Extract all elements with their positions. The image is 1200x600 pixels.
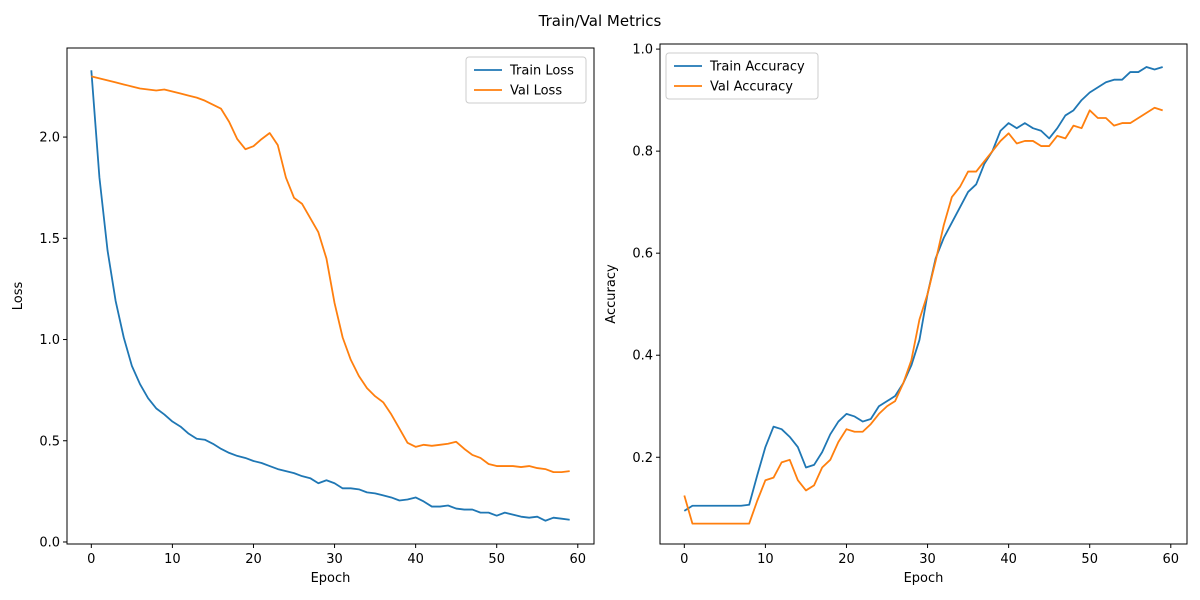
legend-box <box>465 56 587 104</box>
legend-label: Val Loss <box>510 84 562 99</box>
series-line-train-accuracy <box>683 66 1163 512</box>
series-line-val-accuracy <box>683 106 1163 525</box>
y-tick-label: 0.4 <box>632 349 653 364</box>
plot-frame <box>659 43 1188 545</box>
legend: Train Accuracy Val Accuracy <box>665 52 819 100</box>
y-tick-label: 0.6 <box>632 247 653 262</box>
y-tick-label: 1.0 <box>39 333 60 348</box>
x-tick-label: 40 <box>407 552 424 567</box>
x-tick-label: 20 <box>838 552 855 567</box>
y-tick-label: 1.0 <box>632 43 653 58</box>
y-axis-label: Loss <box>11 282 26 311</box>
x-tick-label: 50 <box>1081 552 1098 567</box>
y-tick-label: 0.5 <box>39 434 60 449</box>
x-axis-label: Epoch <box>311 571 351 586</box>
y-tick-label: 0.0 <box>39 535 60 550</box>
accuracy-chart: 0 10 20 30 40 50 60 0.2 0.4 0.6 0.8 1.0 Epoch Accurac… <box>604 43 1188 586</box>
x-tick-label: 0 <box>87 552 95 567</box>
figure-title: Train/Val Metrics <box>538 12 662 30</box>
series-line-train-loss <box>90 70 570 522</box>
x-tick-label: 10 <box>757 552 774 567</box>
x-tick-label: 40 <box>1000 552 1017 567</box>
x-tick-label: 60 <box>570 552 587 567</box>
y-tick-label: 0.2 <box>632 451 653 466</box>
loss-chart: 0 10 20 30 40 50 60 0.0 0.5 1.0 1.5 2.0 Epoch Loss Tra… <box>11 47 595 586</box>
legend-box <box>665 52 819 100</box>
x-tick-label: 30 <box>326 552 343 567</box>
x-axis-label: Epoch <box>904 571 944 586</box>
y-axis-label: Accuracy <box>604 264 619 324</box>
series-line-val-loss <box>91 75 570 474</box>
legend: Train Loss Val Loss <box>465 56 587 104</box>
x-tick-label: 10 <box>164 552 181 567</box>
legend-label: Train Loss <box>509 64 574 79</box>
y-tick-label: 1.5 <box>39 232 60 247</box>
x-tick-label: 50 <box>488 552 505 567</box>
x-tick-label: 20 <box>245 552 262 567</box>
x-tick-label: 0 <box>680 552 688 567</box>
legend-label: Val Accuracy <box>710 80 793 95</box>
y-tick-label: 2.0 <box>39 131 60 146</box>
legend-label: Train Accuracy <box>709 60 805 75</box>
x-tick-label: 60 <box>1163 552 1180 567</box>
x-tick-label: 30 <box>919 552 936 567</box>
y-tick-label: 0.8 <box>632 145 653 160</box>
plot-frame <box>66 47 595 545</box>
